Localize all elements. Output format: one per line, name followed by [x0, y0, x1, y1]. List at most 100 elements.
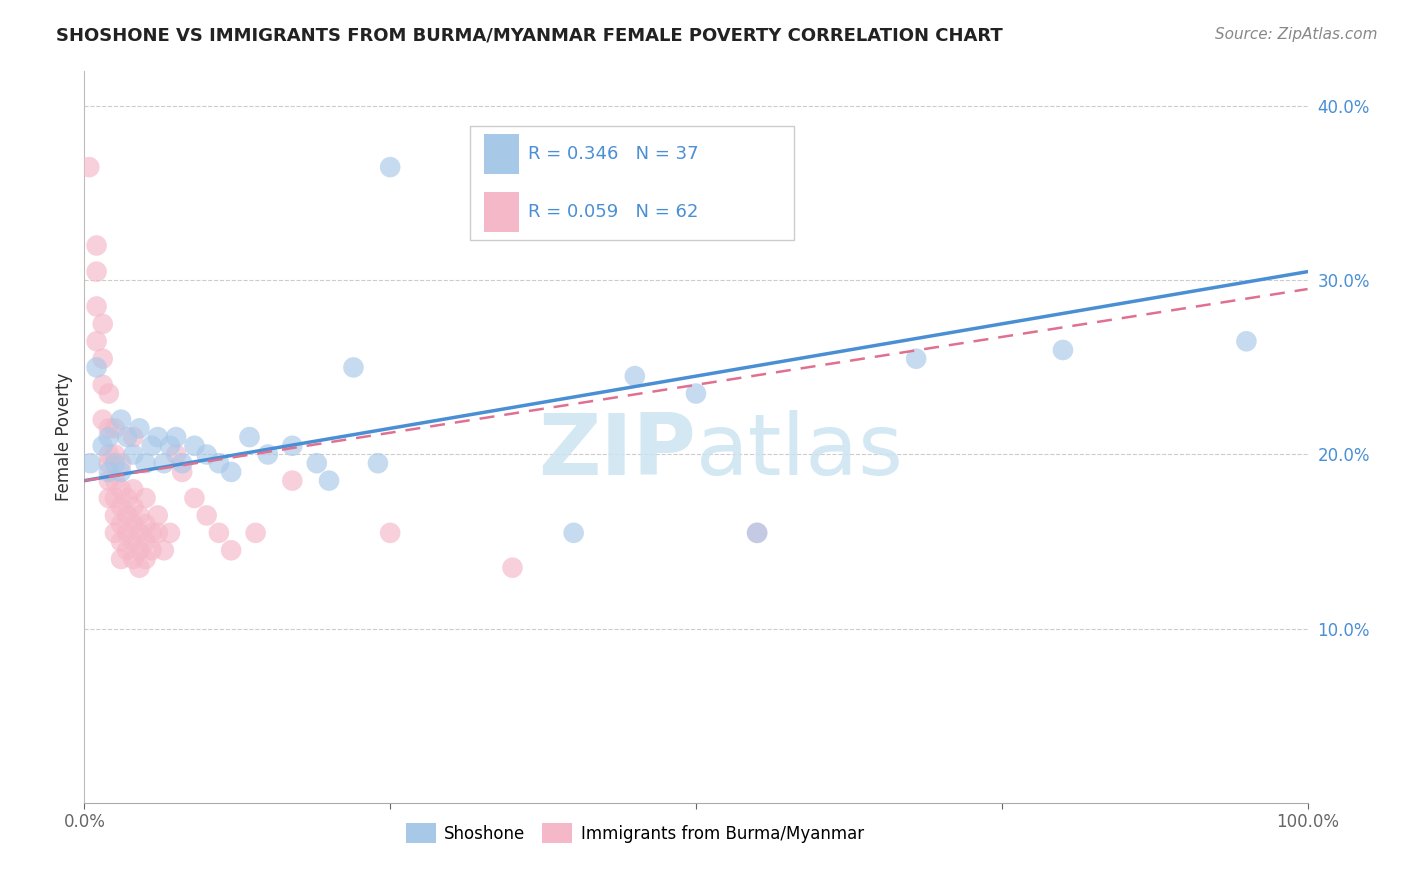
Point	[97, 386, 120, 401]
Point	[110, 517, 132, 532]
Point	[624, 369, 647, 384]
Point	[135, 552, 157, 566]
Point	[122, 500, 145, 514]
Point	[159, 439, 181, 453]
Point	[97, 465, 120, 479]
Point	[159, 525, 181, 540]
Point	[122, 552, 145, 566]
Point	[91, 351, 114, 366]
Point	[91, 317, 114, 331]
Point	[172, 456, 194, 470]
Point	[165, 430, 187, 444]
Point	[110, 456, 132, 470]
Point	[195, 448, 218, 462]
Point	[318, 474, 340, 488]
Point	[195, 508, 218, 523]
Point	[115, 508, 138, 523]
Y-axis label: Female Poverty: Female Poverty	[55, 373, 73, 501]
Point	[86, 300, 108, 314]
Point	[128, 421, 150, 435]
Point	[219, 543, 242, 558]
Point	[146, 430, 169, 444]
Point	[367, 456, 389, 470]
Point	[562, 525, 585, 540]
Point	[97, 456, 120, 470]
Point	[104, 491, 127, 505]
Text: R = 0.059   N = 62: R = 0.059 N = 62	[529, 203, 699, 221]
Point	[747, 525, 769, 540]
Point	[135, 456, 157, 470]
Point	[97, 421, 120, 435]
Point	[281, 474, 304, 488]
Point	[79, 456, 101, 470]
Point	[110, 534, 132, 549]
Point	[104, 456, 127, 470]
Point	[141, 543, 163, 558]
Point	[86, 334, 108, 349]
Point	[905, 351, 928, 366]
Point	[257, 448, 280, 462]
Point	[1052, 343, 1074, 357]
Point	[115, 525, 138, 540]
Point	[153, 456, 176, 470]
Point	[97, 430, 120, 444]
Point	[110, 465, 132, 479]
Point	[122, 517, 145, 532]
Point	[115, 491, 138, 505]
Point	[104, 525, 127, 540]
Point	[165, 448, 187, 462]
Point	[115, 543, 138, 558]
Point	[91, 412, 114, 426]
Point	[135, 534, 157, 549]
Point	[110, 500, 132, 514]
Point	[502, 560, 524, 574]
Point	[135, 517, 157, 532]
Point	[110, 483, 132, 497]
Point	[86, 360, 108, 375]
Text: R = 0.346   N = 37: R = 0.346 N = 37	[529, 145, 699, 162]
Point	[110, 552, 132, 566]
Bar	[484, 192, 519, 232]
Point	[122, 534, 145, 549]
Point	[1236, 334, 1258, 349]
Point	[128, 525, 150, 540]
Point	[97, 474, 120, 488]
Point	[135, 491, 157, 505]
Point	[208, 456, 231, 470]
Point	[115, 430, 138, 444]
Text: Source: ZipAtlas.com: Source: ZipAtlas.com	[1215, 27, 1378, 42]
Text: SHOSHONE VS IMMIGRANTS FROM BURMA/MYANMAR FEMALE POVERTY CORRELATION CHART: SHOSHONE VS IMMIGRANTS FROM BURMA/MYANMA…	[56, 27, 1002, 45]
FancyBboxPatch shape	[470, 126, 794, 240]
Point	[245, 525, 267, 540]
Point	[146, 525, 169, 540]
Point	[122, 483, 145, 497]
Point	[77, 160, 100, 174]
Point	[104, 421, 127, 435]
Point	[97, 448, 120, 462]
Point	[91, 439, 114, 453]
Point	[122, 430, 145, 444]
Point	[685, 386, 707, 401]
Point	[281, 439, 304, 453]
Point	[219, 465, 242, 479]
Point	[183, 491, 205, 505]
Point	[153, 543, 176, 558]
Point	[104, 508, 127, 523]
Point	[128, 543, 150, 558]
Point	[104, 448, 127, 462]
Point	[146, 508, 169, 523]
Point	[183, 439, 205, 453]
Point	[110, 412, 132, 426]
Text: atlas: atlas	[696, 410, 904, 493]
Point	[97, 491, 120, 505]
Point	[380, 525, 402, 540]
Point	[342, 360, 364, 375]
Point	[91, 377, 114, 392]
Bar	[484, 134, 519, 174]
Point	[104, 474, 127, 488]
Point	[128, 508, 150, 523]
Point	[305, 456, 328, 470]
Point	[238, 430, 260, 444]
Legend: Shoshone, Immigrants from Burma/Myanmar: Shoshone, Immigrants from Burma/Myanmar	[399, 817, 870, 849]
Point	[172, 465, 194, 479]
